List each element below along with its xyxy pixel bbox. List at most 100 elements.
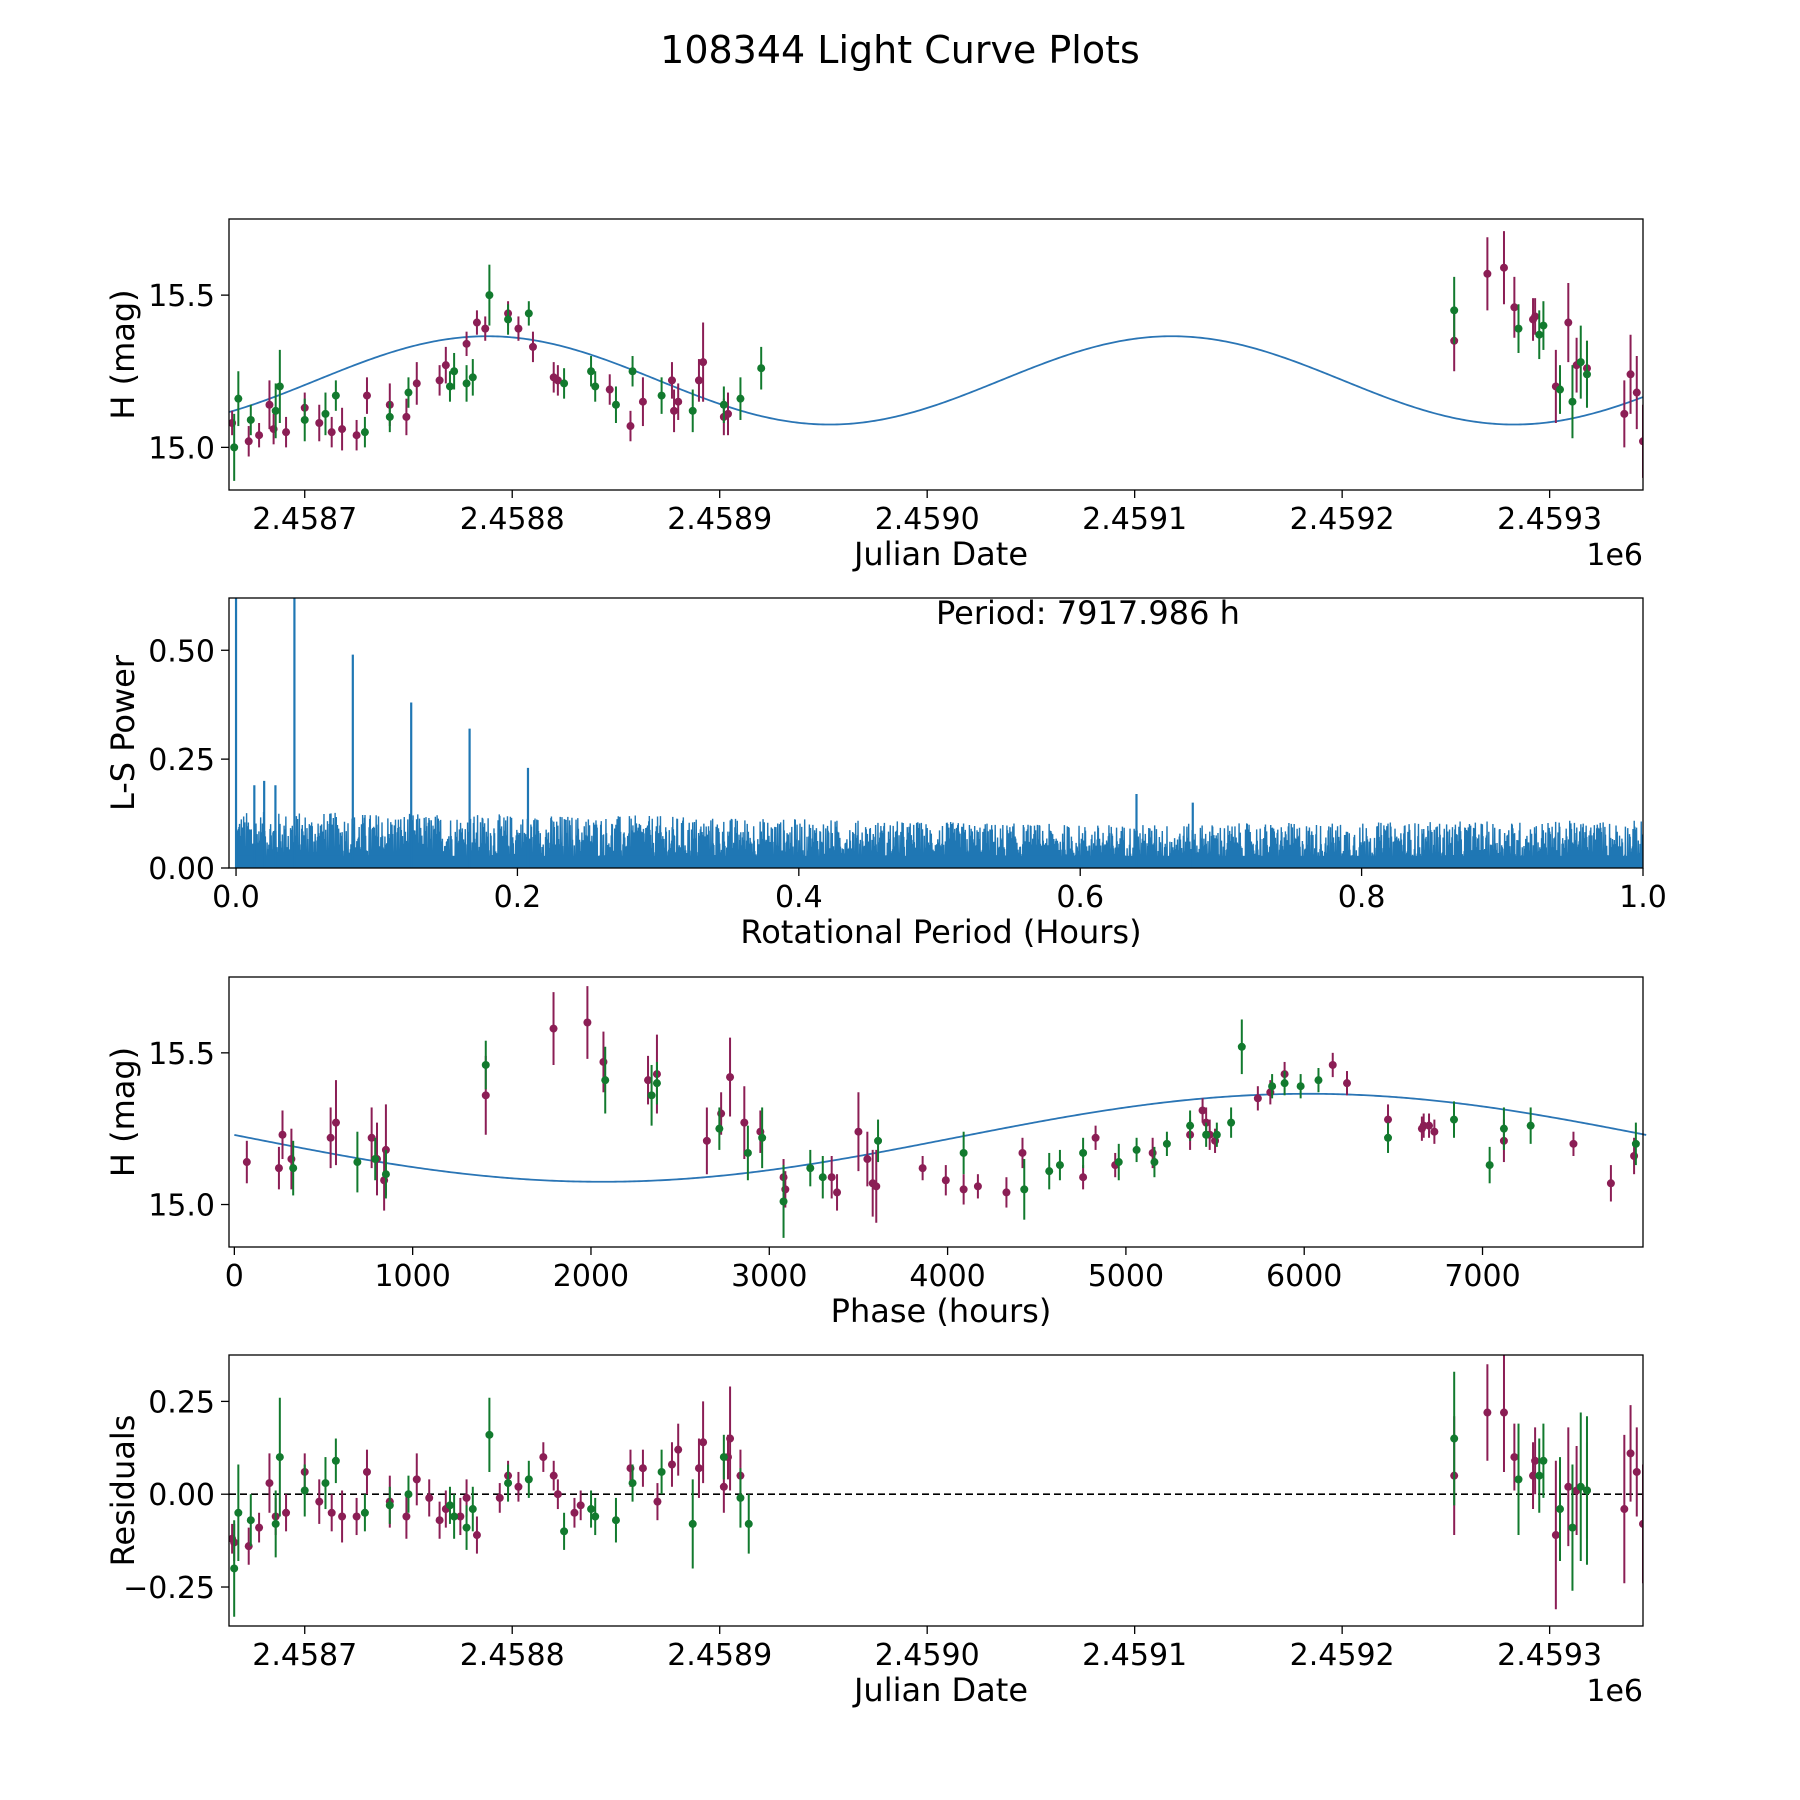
phased-point <box>331 1118 340 1127</box>
phased-point <box>599 1057 608 1066</box>
lightcurve-point <box>352 431 361 440</box>
phased-point <box>481 1091 490 1100</box>
lightcurve-point <box>670 406 679 415</box>
residuals-point <box>719 1482 728 1491</box>
lightcurve-point <box>1556 385 1565 394</box>
phased-axes: 0 1000 2000 3000 4000 5000 6000 7000 15.0 15.5 Pha… <box>104 1037 1521 1330</box>
lightcurve-point <box>412 379 421 388</box>
lightcurve-point <box>587 367 596 376</box>
residuals-xlabel: Julian Date <box>852 1671 1028 1709</box>
lightcurve-point <box>472 318 481 327</box>
phased-point <box>481 1060 490 1069</box>
phased-point <box>779 1197 788 1206</box>
lightcurve-point <box>265 400 274 409</box>
phased-point <box>1148 1148 1157 1157</box>
residuals-point <box>1564 1482 1573 1491</box>
phased-point <box>827 1173 836 1182</box>
residuals-point <box>1620 1505 1629 1514</box>
period-annotation: Period: 7917.986 h <box>936 594 1240 632</box>
phased-point <box>274 1164 283 1173</box>
phased-point <box>1499 1124 1508 1133</box>
periodogram-xtick-label: 0.0 <box>212 880 260 915</box>
residuals-point <box>726 1434 735 1443</box>
residuals-point <box>271 1519 280 1528</box>
phased-xtick-label: 7000 <box>1444 1259 1520 1294</box>
phased-point <box>1198 1106 1207 1115</box>
lightcurve-point <box>1576 358 1585 367</box>
residuals-point <box>539 1453 548 1462</box>
residuals-point <box>331 1456 340 1465</box>
lightcurve-point <box>271 406 280 415</box>
phased-point <box>1150 1158 1159 1167</box>
residuals-point <box>255 1523 264 1532</box>
phased-point <box>1253 1094 1262 1103</box>
lightcurve-xtick-label: 2.4592 <box>1290 502 1395 537</box>
lightcurve-point <box>757 364 766 373</box>
phased-point <box>1449 1115 1458 1124</box>
residuals-point <box>485 1430 494 1439</box>
residuals-point <box>282 1508 291 1517</box>
lightcurve-point <box>441 361 450 370</box>
lightcurve-point <box>1499 263 1508 272</box>
residuals-point <box>1531 1456 1540 1465</box>
residuals-point <box>570 1508 579 1517</box>
phased-point <box>289 1164 298 1173</box>
lightcurve-point <box>723 409 732 418</box>
lightcurve-point <box>688 406 697 415</box>
residuals-point <box>230 1564 239 1573</box>
lightcurve-point <box>485 291 494 300</box>
phased-point <box>1079 1173 1088 1182</box>
phased-point <box>1314 1076 1323 1085</box>
residuals-point <box>275 1453 284 1462</box>
residuals-point <box>265 1479 274 1488</box>
phased-point <box>1186 1121 1195 1130</box>
phased-point <box>1569 1139 1578 1148</box>
phased-ytick-label: 15.0 <box>148 1189 215 1224</box>
phased-point <box>1384 1115 1393 1124</box>
residuals-point <box>1639 1519 1643 1528</box>
lightcurve-point <box>385 412 394 421</box>
residuals-point <box>576 1501 585 1510</box>
lightcurve-point <box>504 315 513 324</box>
phased-point <box>644 1076 653 1085</box>
phased-xtick-label: 4000 <box>909 1259 985 1294</box>
residuals-xtick-label: 2.4588 <box>460 1638 565 1673</box>
residuals-point <box>1551 1531 1560 1540</box>
phased-point <box>1606 1179 1615 1188</box>
lightcurve-point <box>1568 397 1577 406</box>
lightcurve-xtick-label: 2.4593 <box>1497 502 1602 537</box>
residuals-ytick-label: 0.00 <box>148 1478 215 1513</box>
phased-point <box>1630 1151 1639 1160</box>
lightcurve-point <box>255 431 264 440</box>
lightcurve-ytick-label: 15.5 <box>148 279 215 314</box>
residuals-point <box>1568 1523 1577 1532</box>
phased-point <box>1384 1133 1393 1142</box>
residuals-point <box>402 1512 411 1521</box>
phased-point <box>818 1173 827 1182</box>
phased-xtick-label: 1000 <box>374 1259 450 1294</box>
phased-xlabel: Phase (hours) <box>831 1292 1052 1330</box>
periodogram-ytick-label: 0.00 <box>148 852 215 887</box>
residuals-point <box>524 1475 533 1484</box>
phased-point <box>1202 1130 1211 1139</box>
lightcurve-point <box>315 419 324 428</box>
residuals-ytick-label: 0.25 <box>148 1385 215 1420</box>
periodogram-xtick-label: 1.0 <box>1619 880 1667 915</box>
lightcurve-point <box>1483 269 1492 278</box>
lightcurve-point <box>1632 388 1641 397</box>
periodogram-ytick-label: 0.50 <box>148 634 215 669</box>
lightcurve-point <box>514 324 523 333</box>
residuals-xtick-label: 2.4592 <box>1290 1638 1395 1673</box>
residuals-point <box>1510 1453 1519 1462</box>
phased-point <box>353 1158 362 1167</box>
lightcurve-point <box>1639 437 1643 446</box>
lightcurve-point <box>404 388 413 397</box>
residuals-point <box>462 1523 471 1532</box>
residuals-point <box>1535 1471 1544 1480</box>
residuals-xtick-label: 2.4591 <box>1082 1638 1187 1673</box>
periodogram-xtick-label: 0.8 <box>1338 880 1386 915</box>
phased-points <box>242 986 1640 1238</box>
phased-point <box>959 1185 968 1194</box>
phased-point <box>941 1176 950 1185</box>
phased-point <box>647 1091 656 1100</box>
